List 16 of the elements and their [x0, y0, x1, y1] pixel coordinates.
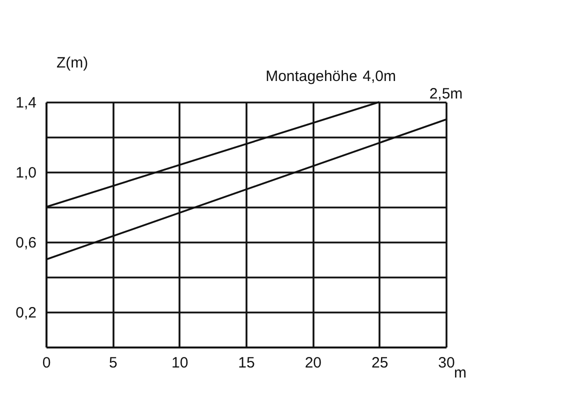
x-tick-label: 20 — [304, 354, 322, 372]
x-tick-label: 0 — [42, 354, 51, 372]
y-tick-label: 1,0 — [16, 164, 36, 182]
x-tick-label: 15 — [238, 354, 255, 372]
x-tick-label: 5 — [108, 354, 118, 372]
y-tick-label: 0,2 — [16, 304, 36, 322]
y-axis-title: Z(m) — [56, 54, 88, 72]
series-label: 4,0m — [362, 68, 396, 85]
x-tick-label: 25 — [371, 354, 388, 372]
x-tick-label: 10 — [171, 354, 188, 372]
x-axis-title: m — [454, 364, 466, 382]
y-tick-label: 0,6 — [16, 234, 36, 252]
series-label: 2,5m — [429, 86, 463, 102]
y-tick-label: 1,4 — [16, 94, 36, 112]
x-tick-label: 30 — [438, 354, 455, 372]
text: Montagehöhe — [266, 68, 358, 85]
